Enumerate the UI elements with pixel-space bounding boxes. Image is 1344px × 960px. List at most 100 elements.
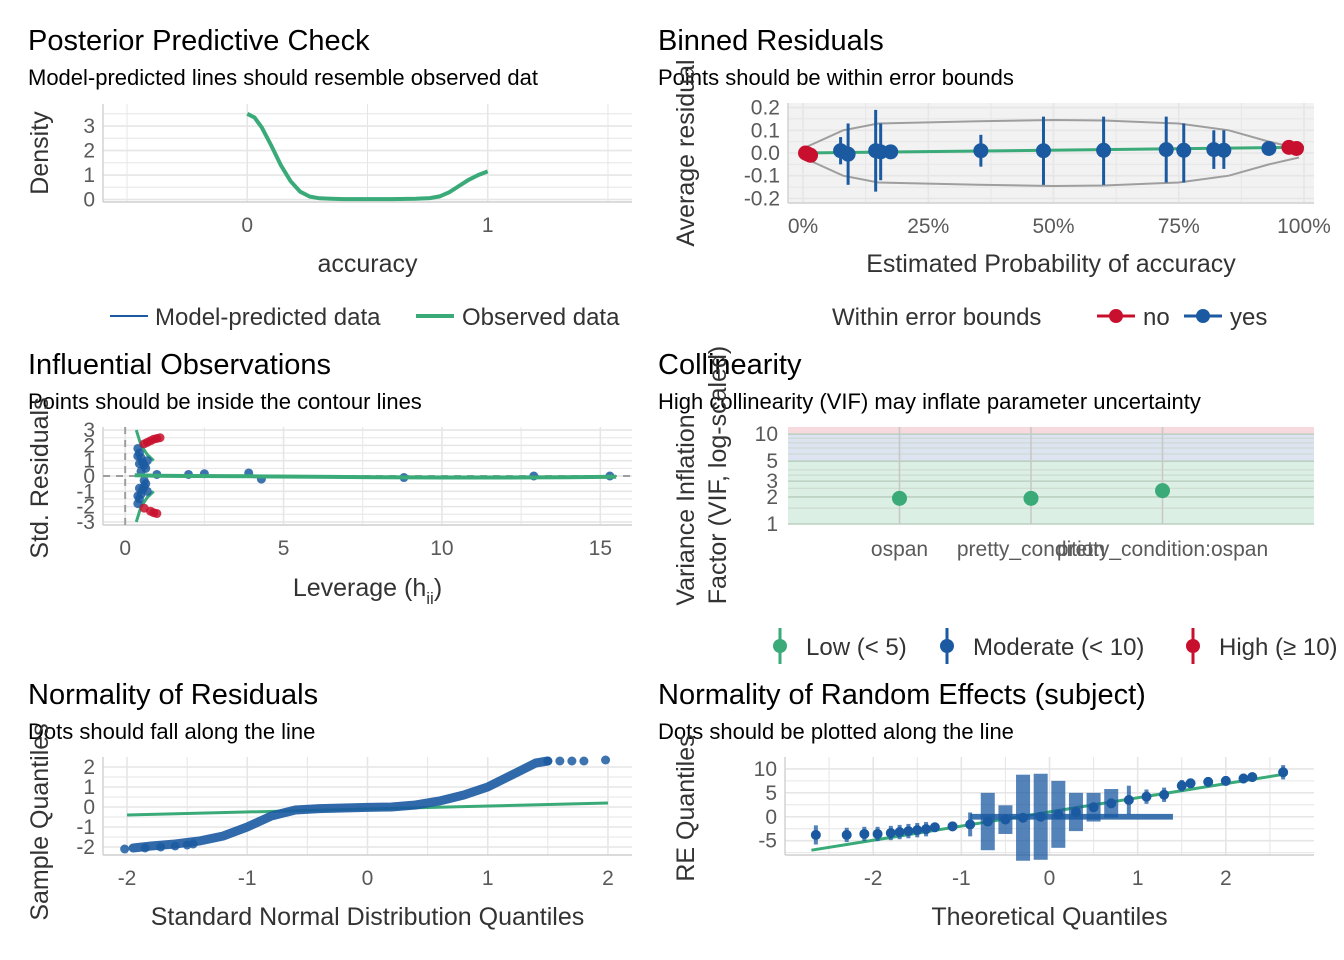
- re-quantile-point: [1141, 791, 1152, 802]
- re-quantile-point: [872, 828, 883, 839]
- panel-subtitle: Points should be within error bounds: [658, 65, 1014, 90]
- re-quantile-point: [921, 824, 932, 835]
- y-axis-title: Variance Inflation: [672, 414, 700, 605]
- legend-label: Low (< 5): [806, 634, 907, 661]
- re-quantile-point: [1278, 767, 1289, 778]
- x-tick-label: 0: [1044, 867, 1056, 890]
- residual-point-yes: [1158, 142, 1174, 158]
- panel-normality-of-random-effects: Normality of Random Effects (subject) Dot…: [658, 679, 1314, 931]
- re-quantile-point: [1088, 802, 1099, 813]
- residual-point-yes: [1096, 142, 1112, 158]
- x-tick-label: 75%: [1158, 215, 1200, 238]
- y-tick-label: -1: [76, 816, 95, 839]
- y-tick-label: 0.2: [751, 97, 780, 120]
- y-tick-label: 2: [766, 486, 778, 509]
- x-tick-label: -2: [118, 867, 137, 890]
- sample-quantile-point: [188, 839, 198, 849]
- x-axis-title: accuracy: [317, 250, 418, 278]
- re-quantile-point: [965, 819, 976, 830]
- re-quantile-point: [903, 826, 914, 837]
- residual-point-no: [1288, 140, 1304, 156]
- panel-subtitle: High collinearity (VIF) may inflate para…: [658, 389, 1201, 414]
- legend-label: High (≥ 10): [1219, 634, 1338, 661]
- x-tick-label: ospan: [871, 538, 928, 561]
- sample-quantile-point: [567, 756, 577, 766]
- x-axis-title: Standard Normal Distribution Quantiles: [151, 903, 585, 931]
- x-tick-label: 0: [362, 867, 374, 890]
- x-tick-label: 1: [482, 867, 494, 890]
- observation-point: [142, 456, 152, 466]
- panel-normality-of-residuals: Normality of Residuals Dots should fall a…: [26, 679, 632, 931]
- y-tick-label: 2: [83, 434, 95, 457]
- legend-key-dot: [940, 639, 954, 653]
- x-axis-title: Estimated Probability of accuracy: [866, 250, 1236, 278]
- error-bound-lower: [802, 156, 1300, 188]
- legend-label: Model-predicted data: [155, 304, 381, 331]
- panel-title: Binned Residuals: [658, 25, 884, 57]
- panel-title: Posterior Predictive Check: [28, 25, 370, 57]
- legend-key-dot: [1186, 639, 1200, 653]
- vif-point: [892, 490, 907, 506]
- legend: Within error bounds no yes: [832, 304, 1267, 331]
- re-quantile-point: [929, 822, 940, 833]
- re-quantile-point: [1185, 778, 1196, 789]
- x-tick-label: 100%: [1277, 215, 1331, 238]
- re-quantile-point: [912, 825, 923, 836]
- y-tick-label: -0.2: [744, 187, 780, 210]
- y-axis-title: Sample Quantiles: [26, 723, 54, 920]
- y-axis-title: RE Quantiles: [672, 734, 700, 881]
- legend: Model-predicted data Observed data: [110, 304, 620, 331]
- y-tick-label: -5: [758, 830, 777, 853]
- re-quantile-point: [885, 828, 896, 839]
- influential-point: [152, 509, 162, 519]
- re-quantile-point: [1203, 776, 1214, 787]
- y-axis-title: Density: [26, 111, 54, 195]
- gridlines: [785, 757, 1314, 855]
- re-quantile-point: [1123, 795, 1134, 806]
- sample-quantile-point: [170, 841, 180, 851]
- x-tick-label: 50%: [1032, 215, 1074, 238]
- y-tick-label: 1: [83, 450, 95, 473]
- legend-title: Within error bounds: [832, 304, 1041, 331]
- residual-point-yes: [973, 143, 989, 159]
- residual-point-yes: [840, 146, 856, 162]
- panel-subtitle: Model-predicted lines should resemble ob…: [28, 65, 538, 90]
- observation-point: [134, 483, 144, 493]
- panel-posterior-predictive-check: Posterior Predictive Check Model-predicte…: [26, 25, 632, 331]
- y-tick-label: -0.1: [744, 165, 780, 188]
- observation-point: [133, 491, 143, 501]
- y-tick-label: 3: [766, 470, 778, 493]
- vif-point: [1023, 490, 1039, 506]
- y-axis-title-line2: Factor (VIF, log-scaled): [704, 346, 732, 604]
- re-quantile-point: [1176, 780, 1187, 791]
- panel-title: Normality of Random Effects (subject): [658, 679, 1146, 711]
- panel-subtitle: Dots should fall along the line: [28, 719, 315, 744]
- re-quantile-point: [841, 829, 852, 840]
- sample-quantile-point: [555, 756, 565, 766]
- loess-line: [134, 473, 617, 480]
- x-tick-label: 1: [1132, 867, 1144, 890]
- re-quantile-point: [1220, 775, 1231, 786]
- panel-subtitle: Points should be inside the contour line…: [28, 389, 422, 414]
- panel-title: Collinearity: [658, 349, 802, 381]
- y-tick-label: 1: [83, 164, 95, 187]
- legend-label: no: [1143, 304, 1170, 331]
- x-axis-title: Leverage (hii): [293, 574, 442, 608]
- sample-quantile-points: [128, 756, 553, 853]
- re-quantile-point: [1106, 798, 1117, 809]
- legend-key-dot: [773, 639, 787, 653]
- re-quantile-point: [859, 828, 870, 839]
- re-quantile-point: [810, 829, 821, 840]
- residual-point-yes: [883, 144, 899, 160]
- gridlines: [103, 104, 632, 202]
- sample-quantile-point: [543, 756, 553, 766]
- y-tick-label: 0.1: [751, 119, 780, 142]
- y-axis-title: Average residual: [672, 59, 700, 246]
- sample-quantile-point: [156, 842, 166, 852]
- y-tick-label: 10: [754, 758, 777, 781]
- legend-label: Moderate (< 10): [973, 634, 1144, 661]
- error-bound-upper: [802, 118, 1300, 150]
- panel-influential-observations: Influential Observations Points should be…: [26, 349, 632, 608]
- re-quantile-point: [1247, 772, 1258, 783]
